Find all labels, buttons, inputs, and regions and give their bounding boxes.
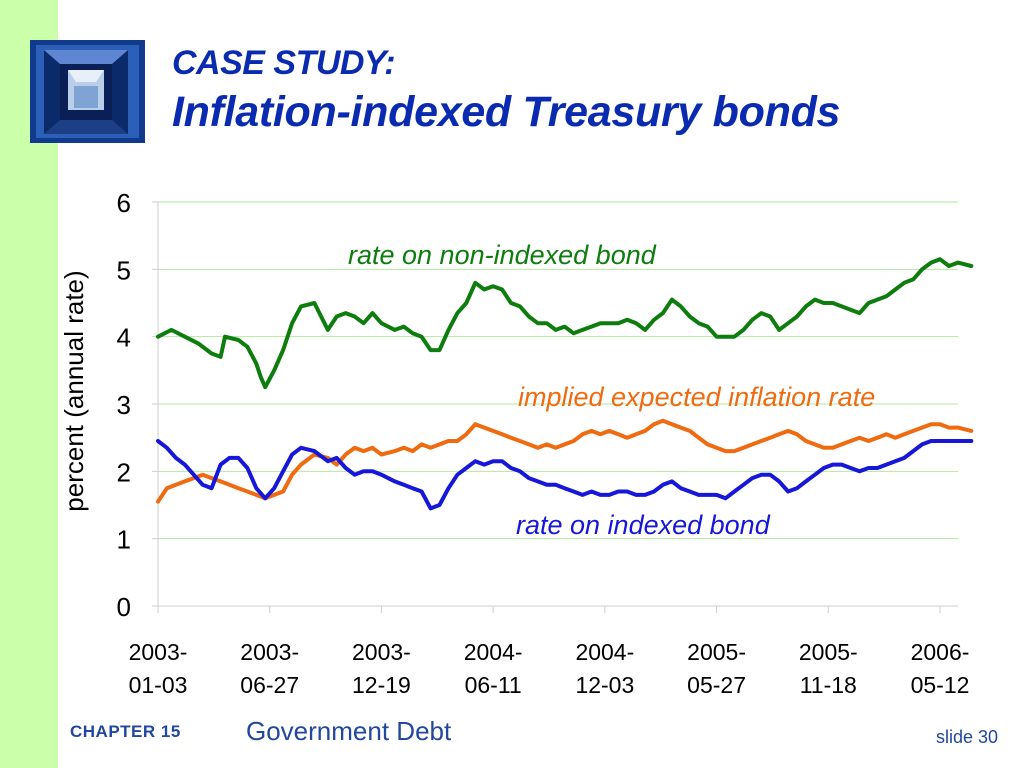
x-tick-label-1: 2003- 06-27 xyxy=(240,639,299,698)
x-tick-label-line: 2005- xyxy=(687,639,746,665)
x-tick-label-line: 01-03 xyxy=(129,672,188,698)
x-tick-label-line: 2003- xyxy=(129,639,188,665)
x-tick-label-6: 2005- 11-18 xyxy=(799,639,858,698)
x-tick-label-line: 12-03 xyxy=(575,672,634,698)
x-tick-label-5: 2005- 05-27 xyxy=(687,639,746,698)
logo-image xyxy=(30,40,145,143)
x-tick-label-2: 2003- 12-19 xyxy=(352,639,411,698)
x-tick-label-line: 2003- xyxy=(352,639,411,665)
y-tick-label-3: 3 xyxy=(117,390,131,420)
title-line-2: Inflation-indexed Treasury bonds xyxy=(172,88,841,136)
x-tick-label-line: 2003- xyxy=(240,639,299,665)
x-tick-label-line: 06-27 xyxy=(240,672,299,698)
footer-chapter: CHAPTER 15 xyxy=(70,722,181,741)
label-layer: rate on non-indexed bond implied expected… xyxy=(348,240,875,540)
footer-subject: Government Debt xyxy=(246,716,452,746)
x-tick-label-line: 12-19 xyxy=(352,672,411,698)
series-line-inflation xyxy=(156,418,974,504)
series-line-non_indexed xyxy=(156,257,974,390)
series-label-non_indexed: rate on non-indexed bond xyxy=(348,240,657,270)
footer-slide-number: slide 30 xyxy=(935,727,998,747)
x-tick-label-line: 05-27 xyxy=(687,672,746,698)
logo-photo-svg xyxy=(30,40,145,143)
x-tick-label-4: 2004- 12-03 xyxy=(575,639,634,698)
y-tick-label-5: 5 xyxy=(117,255,131,285)
y-tick-label-6: 6 xyxy=(117,188,131,218)
x-tick-label-line: 2004- xyxy=(464,639,523,665)
y-tick-label-0: 0 xyxy=(117,592,131,622)
series-label-inflation: implied expected inflation rate xyxy=(518,382,875,412)
x-tick-label-line: 2005- xyxy=(799,639,858,665)
x-tick-label-3: 2004- 06-11 xyxy=(464,639,523,698)
x-tick-label-line: 06-11 xyxy=(465,672,522,698)
x-tick-label-line: 11-18 xyxy=(800,672,857,698)
grid-layer xyxy=(158,201,958,540)
x-tick-label-7: 2006- 05-12 xyxy=(911,639,970,698)
y-tick-label-4: 4 xyxy=(117,323,131,353)
series-label-indexed: rate on indexed bond xyxy=(516,510,771,540)
y-axis-title: percent (annual rate) xyxy=(59,270,89,511)
x-tick-label-line: 05-12 xyxy=(911,672,970,698)
y-tick-label-2: 2 xyxy=(117,457,131,487)
x-tick-label-line: 2004- xyxy=(575,639,634,665)
series-line-indexed xyxy=(156,439,974,511)
title-line-1: CASE STUDY: xyxy=(172,44,396,82)
y-tick-label-1: 1 xyxy=(117,525,131,555)
line-layer xyxy=(156,257,974,511)
x-tick-label-0: 2003- 01-03 xyxy=(129,639,188,698)
x-tick-label-line: 2006- xyxy=(911,639,970,665)
